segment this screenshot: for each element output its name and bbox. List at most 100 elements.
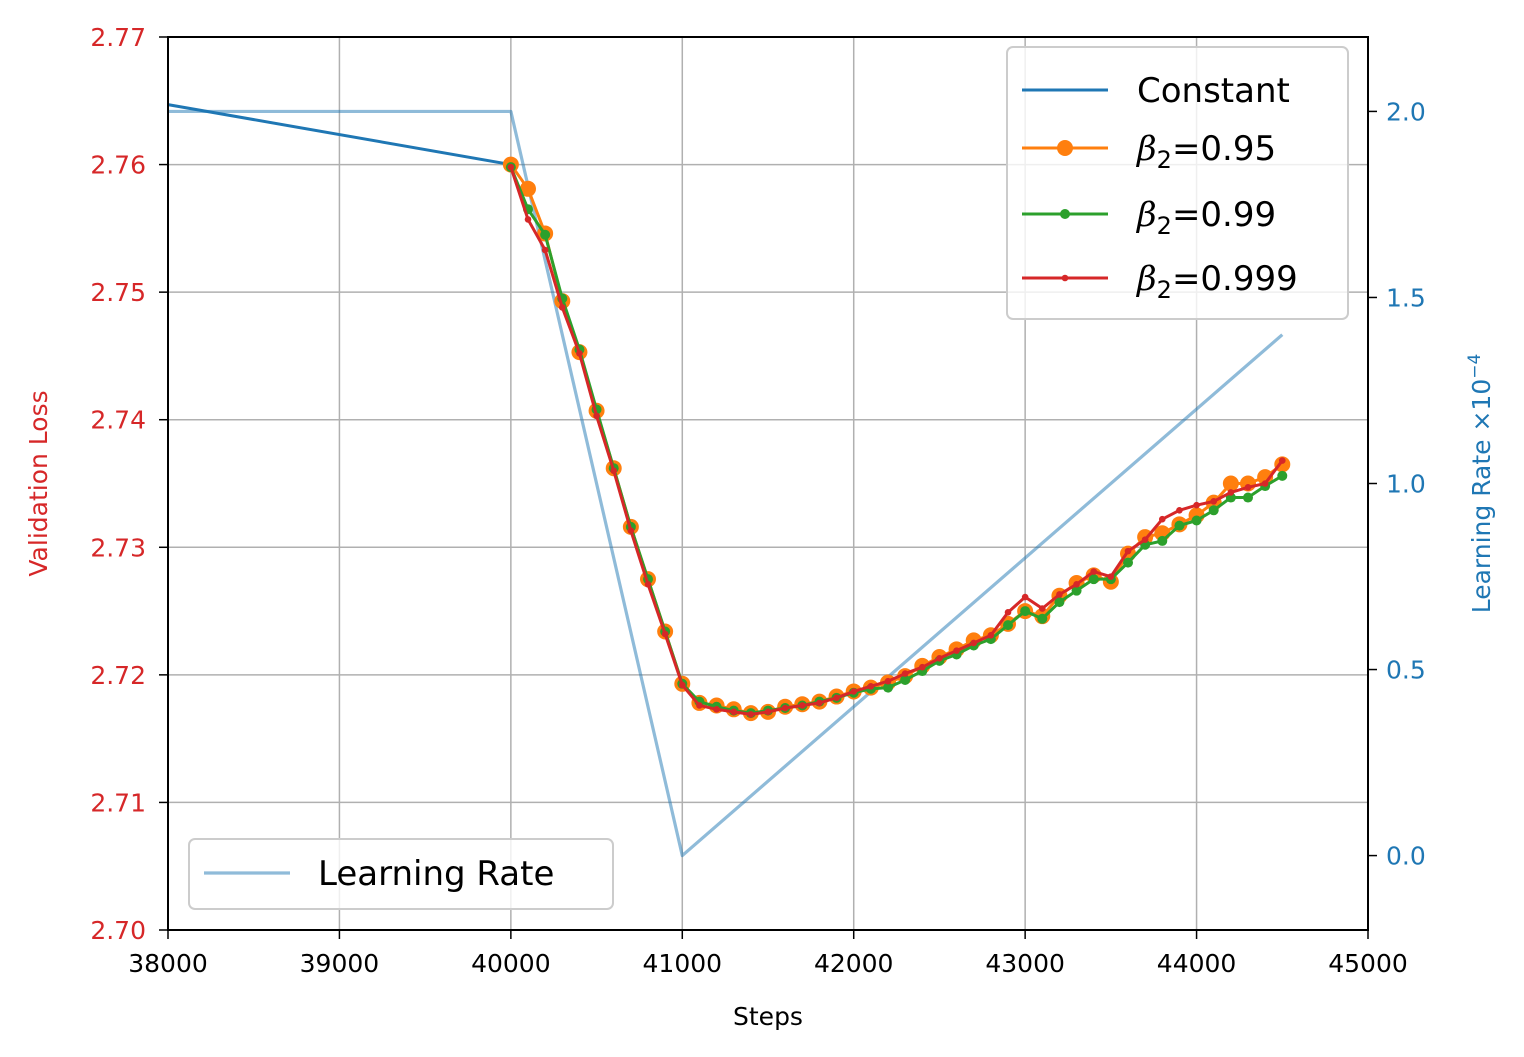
left-y-axis-label: Validation Loss	[24, 390, 53, 576]
x-axis: 38000 39000 40000 41000 42000 43000 44000 45000	[128, 930, 1408, 978]
data-point	[918, 663, 926, 671]
data-point	[1277, 470, 1288, 481]
data-point	[593, 412, 600, 420]
data-point	[1261, 480, 1269, 487]
data-point	[520, 180, 536, 197]
data-point	[1210, 498, 1218, 505]
right-y-axis-label-text: Learning Rate ×10	[1467, 379, 1496, 614]
data-point	[833, 694, 840, 702]
data-point	[1088, 574, 1099, 585]
legend-entry: β2=0.999	[1022, 259, 1298, 304]
data-point	[987, 632, 995, 639]
series-4	[168, 109, 1284, 858]
left-y-tick-label: 2.74	[90, 406, 146, 435]
x-tick-label: 44000	[1157, 949, 1237, 978]
data-point	[1174, 520, 1185, 531]
data-point	[507, 163, 515, 171]
series-0	[167, 103, 512, 167]
data-point	[1257, 469, 1274, 486]
legend-label-subscript: 2	[1157, 276, 1172, 304]
x-tick-label: 43000	[985, 949, 1065, 978]
data-point	[1176, 506, 1183, 514]
legend-box	[188, 838, 614, 910]
data-point	[1278, 457, 1286, 464]
data-point	[627, 527, 635, 535]
legend-label-symbol: β	[1135, 195, 1157, 235]
legend-marker	[1061, 274, 1069, 282]
left-y-tick-label: 2.73	[90, 533, 146, 562]
data-point	[1227, 489, 1235, 496]
data-point	[1158, 515, 1166, 523]
left-y-tick-label: 2.72	[90, 661, 146, 690]
left-y-tick-label: 2.70	[90, 916, 146, 945]
series-line	[167, 103, 512, 167]
legend-label-value: =0.95	[1172, 129, 1276, 169]
data-point	[953, 647, 960, 654]
data-point	[1090, 568, 1098, 575]
data-point	[644, 580, 652, 588]
right-y-tick-label: 1.5	[1386, 283, 1426, 312]
legend-label: β2=0.99	[1135, 195, 1276, 240]
x-tick-label: 38000	[128, 949, 208, 978]
data-point	[1222, 475, 1239, 492]
left-y-tick-label: 2.77	[90, 23, 146, 52]
data-point	[1054, 597, 1065, 608]
legend-label: β2=0.95	[1135, 129, 1276, 174]
data-point	[850, 688, 858, 695]
data-point	[558, 304, 566, 311]
data-point	[884, 677, 892, 685]
data-point	[883, 682, 893, 693]
right-y-tick-label: 0.5	[1386, 656, 1426, 685]
legend-marker	[1060, 209, 1070, 219]
data-point	[1004, 609, 1012, 616]
data-point	[1243, 492, 1253, 503]
data-point	[901, 670, 909, 677]
legend-box	[1006, 46, 1349, 320]
data-point	[541, 246, 549, 254]
data-point	[1071, 585, 1082, 596]
legend-label-subscript: 2	[1157, 146, 1172, 174]
legend-label-subscript: 2	[1157, 212, 1172, 240]
left-y-tick-label: 2.76	[90, 151, 146, 180]
legend-label-value: =0.99	[1172, 195, 1276, 235]
right-y-tick-label: 0.0	[1386, 842, 1426, 871]
data-point	[730, 708, 738, 716]
left-y-axis: 2.70 2.71 2.72 2.73 2.74 2.75 2.76 2.77	[90, 23, 168, 945]
data-point	[524, 216, 532, 223]
legend-label: β2=0.999	[1135, 259, 1298, 304]
data-point	[1003, 620, 1013, 631]
legend-entry: β2=0.95	[1022, 129, 1276, 174]
x-tick-label: 41000	[643, 949, 723, 978]
legend-label-symbol: β	[1135, 129, 1157, 169]
data-point	[1124, 547, 1132, 555]
data-point	[747, 711, 755, 718]
series-line	[168, 109, 1284, 858]
plot-series	[167, 103, 1291, 858]
legend-label-symbol: β	[1135, 259, 1157, 299]
data-point	[1056, 591, 1063, 598]
right-y-axis-label: Learning Rate ×10−4	[1465, 354, 1496, 614]
x-tick-label: 40000	[471, 949, 551, 978]
data-point	[713, 706, 720, 713]
data-point	[1123, 557, 1133, 568]
data-point	[1021, 593, 1029, 601]
data-point	[1157, 535, 1168, 546]
data-point	[1208, 505, 1219, 516]
data-point	[970, 639, 978, 647]
data-point	[798, 702, 806, 709]
right-y-axis: 0.0 0.5 1.0 1.5 2.0	[1368, 97, 1426, 871]
legend-entry: β2=0.99	[1022, 195, 1276, 240]
data-point	[1037, 613, 1048, 624]
data-point	[1141, 536, 1149, 543]
data-point	[764, 708, 772, 716]
legend-learning-rate: Learning Rate	[188, 838, 614, 910]
data-point	[1191, 515, 1202, 526]
data-point	[1244, 484, 1252, 491]
data-point	[540, 229, 551, 240]
left-y-tick-label: 2.71	[90, 788, 146, 817]
data-point	[610, 467, 618, 475]
data-point	[867, 683, 875, 690]
right-y-tick-label: 2.0	[1386, 97, 1426, 126]
